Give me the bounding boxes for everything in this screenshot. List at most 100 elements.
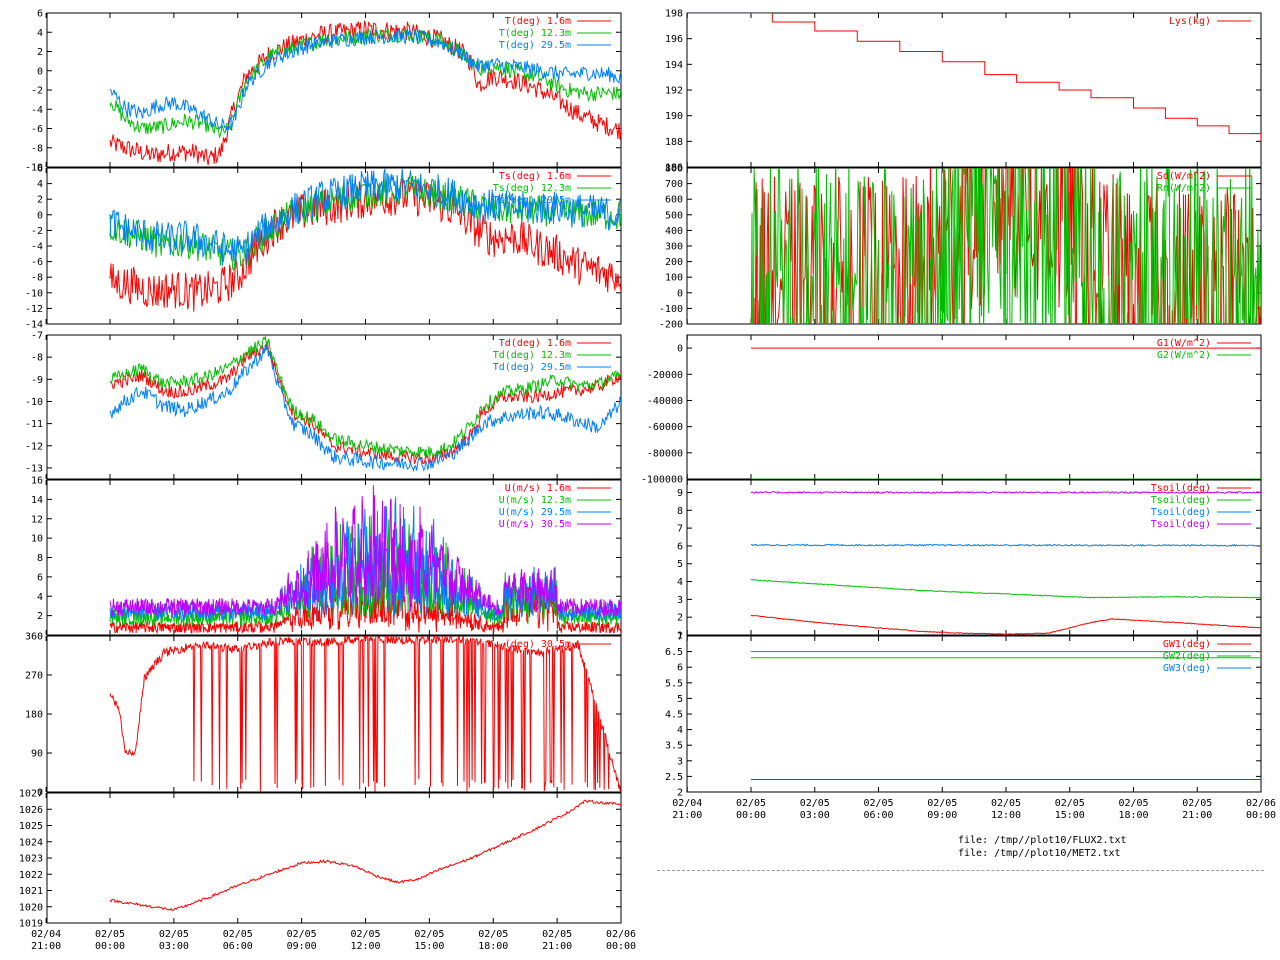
y-tick-label: -10 [25,163,43,174]
legend-label: Sd(W/m^2) [1157,171,1211,182]
y-tick-label: 186 [665,163,683,174]
time-hour-label-left: 00:00 [95,941,125,952]
y-tick-label: 1027 [19,789,43,800]
y-tick-label: -200 [659,320,683,331]
y-tick-label: 1025 [19,821,43,832]
y-tick-label: 190 [665,111,683,122]
series-line-ts-2 [109,168,621,269]
time-date-label-left: 02/06 [606,929,636,940]
legend-label: Ts(deg) 1.6m [499,171,571,182]
legend-label: U(m/s) 30.5m [499,519,571,530]
time-hour-label-left: 00:00 [606,941,636,952]
time-date-label-right: 02/05 [800,798,830,809]
y-tick-label: 7 [677,524,683,535]
series-line-td-2 [109,344,621,473]
time-date-label-left: 02/05 [478,929,508,940]
time-date-label-left: 02/05 [350,929,380,940]
y-tick-label: 6 [677,663,683,674]
series-group [750,168,1261,324]
file-list: file: /tmp//plot10/FLUX2.txt file: /tmp/… [958,834,1127,860]
y-tick-label: 1022 [19,870,43,881]
y-tick-label: 2 [37,611,43,622]
panel-frame [686,479,1262,636]
y-tick-label: 2.5 [665,772,683,783]
y-tick-label: -14 [25,320,43,331]
series-group [751,651,1261,780]
y-tick-label: 3 [677,595,683,606]
time-date-label-right: 02/05 [736,798,766,809]
y-tick-label: -6 [31,124,43,135]
time-hour-label-left: 12:00 [350,941,380,952]
series-line-tsoil-3 [750,490,1261,494]
y-tick-label: 6 [37,9,43,20]
y-tick-label: -11 [25,419,43,430]
y-tick-label: 1023 [19,854,43,865]
time-hour-label-right: 18:00 [1118,810,1148,821]
time-date-label-left: 02/05 [287,929,317,940]
y-tick-label: 5 [677,694,683,705]
y-tick-label: 16 [31,476,43,487]
y-tick-label: 5 [677,559,683,570]
y-tick-label: 90 [31,749,43,760]
y-tick-label: -8 [31,273,43,284]
y-tick-label: 4 [37,28,43,39]
series-group [109,168,621,312]
y-tick-label: 4.5 [665,710,683,721]
y-tick-label: -8 [31,143,43,154]
time-hour-label-right: 15:00 [1055,810,1085,821]
y-tick-label: 6.5 [665,647,683,658]
y-tick-label: 1024 [19,837,43,848]
panel-frame [46,334,622,480]
y-tick-label: 12 [31,514,43,525]
series-group [109,485,621,635]
separator-line [657,870,1264,871]
y-tick-label: 700 [665,179,683,190]
panel-frame [686,12,1262,168]
time-date-label-right: 02/06 [1246,798,1276,809]
legend-label: Lys(kg) [1169,16,1211,27]
y-tick-label: 400 [665,226,683,237]
y-tick-label: 500 [665,210,683,221]
time-hour-label-right: 06:00 [863,810,893,821]
series-line-rad-0 [750,168,1261,324]
legend-label: T(deg) 1.6m [505,16,571,27]
y-tick-label: -6 [31,257,43,268]
time-hour-label-right: 12:00 [991,810,1021,821]
y-tick-label: 180 [25,710,43,721]
file-label-flux: file: /tmp//plot10/FLUX2.txt [958,835,1127,846]
y-tick-label: 9 [677,488,683,499]
series-line-tsoil-2 [750,543,1261,547]
time-date-label-left: 02/05 [223,929,253,940]
y-tick-label: 2 [677,613,683,624]
y-tick-label: 14 [31,495,43,506]
legend-label: U(m/s) 29.5m [499,507,571,518]
y-tick-label: 0 [37,210,43,221]
y-tick-label: 188 [665,137,683,148]
panel-gw: 7 6.5 6 5.5 5 4.5 4 3.5 3 2.5 2 GW1(deg)GW2(deg)GW3… [665,632,1262,799]
series-line-tsoil-0 [750,614,1261,635]
time-hour-label-left: 21:00 [31,941,61,952]
y-tick-label: 4 [37,592,43,603]
y-tick-label: 4 [37,179,43,190]
legend-label: GW3(deg) [1163,663,1211,674]
y-tick-label: -10 [25,288,43,299]
time-date-label-left: 02/04 [31,929,61,940]
legend-label: Td(deg) 29.5m [493,362,571,373]
legend-label: Td(deg) 1.6m [499,338,571,349]
y-tick-label: -4 [31,242,43,253]
series-group [109,335,621,473]
panel-lys: 198 196 194 192 190 188 186 Lys(kg) [665,9,1262,174]
time-date-label-left: 02/05 [414,929,444,940]
y-tick-label: 6 [677,541,683,552]
time-date-label-right: 02/05 [1118,798,1148,809]
series-line-tsoil-1 [750,578,1261,599]
y-tick-label: 600 [665,195,683,206]
series-group [109,636,621,792]
time-hour-label-right: 00:00 [1246,810,1276,821]
y-tick-label: 300 [665,242,683,253]
series-group [750,490,1261,635]
y-tick-label: 2 [37,47,43,58]
legend-label: Ts(deg) 29.5m [493,195,571,206]
panel-rad: 800 700 600 500 400 300 200 100 0 -100 -200 Sd(W/m^… [659,164,1262,331]
